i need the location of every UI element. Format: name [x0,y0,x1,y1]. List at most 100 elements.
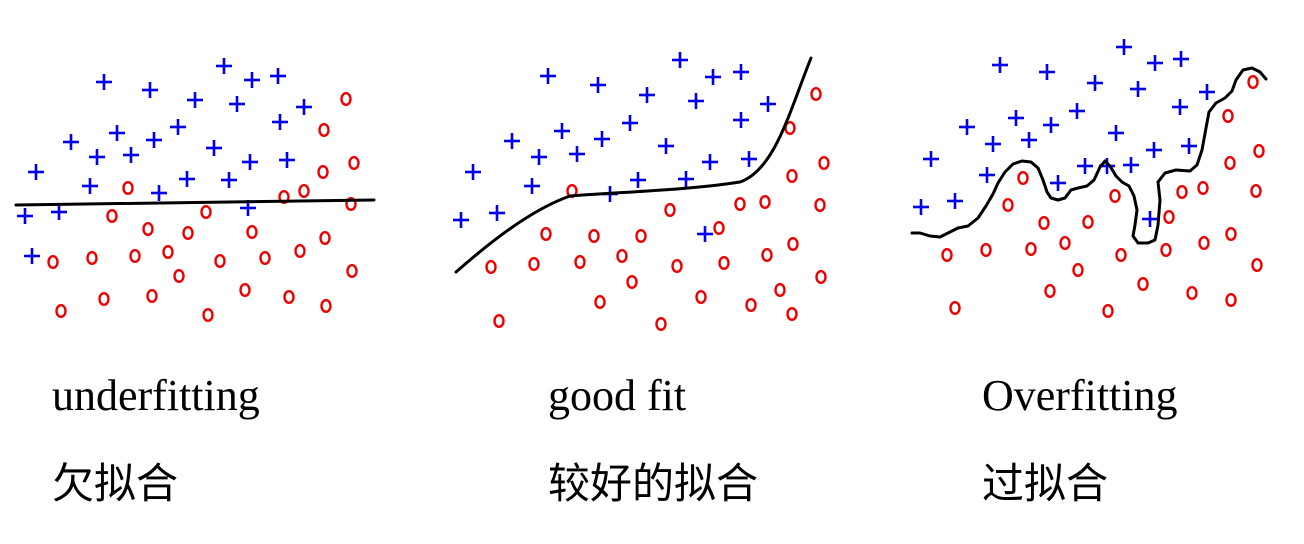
plus-marker [1077,158,1093,174]
circle-marker [1059,235,1071,250]
plus-marker [1172,99,1188,115]
circle-marker [320,299,332,314]
circle-marker [1163,209,1175,224]
plus-markers [17,58,312,264]
circle-marker [1225,226,1237,241]
plus-marker [229,96,245,112]
circle-marker [146,289,158,304]
circle-marker [106,208,118,223]
plus-marker [270,68,286,84]
circle-marker [182,225,194,240]
circle-marker [1222,108,1234,123]
plus-marker [1181,138,1197,154]
plus-marker [1142,211,1158,227]
circle-marker [348,155,360,170]
circle-marker [86,250,98,265]
plus-marker [959,119,975,135]
plus-marker [733,112,749,128]
circle-marker [734,196,746,211]
plus-marker [702,154,718,170]
panel-good-fit: good fit 较好的拟合 [453,52,830,508]
circle-marker [1102,304,1114,319]
circle-marker [259,250,271,265]
circle-marker [162,244,174,259]
plus-marker [1008,110,1024,126]
plus-marker [1069,103,1085,119]
circle-marker [317,164,329,179]
circle-marker [761,247,773,262]
circle-marker [588,228,600,243]
plus-marker [705,69,721,85]
decision-boundary-curve [454,56,813,274]
circle-marker [810,86,822,101]
plus-marker [741,151,757,167]
plus-marker [28,164,44,180]
plus-marker [1147,55,1163,71]
plus-marker [272,114,288,130]
circle-markers [47,91,360,323]
plus-marker [244,72,260,88]
plus-marker [170,119,186,135]
circle-marker [1017,170,1029,185]
circle-marker [1137,277,1149,292]
plus-marker [554,123,570,139]
plus-marker [453,212,469,228]
plus-marker [1039,64,1055,80]
plus-marker [658,138,674,154]
circle-marker [713,220,725,235]
circle-marker [774,283,786,298]
circle-marker [239,283,251,298]
plus-marker [540,68,556,84]
circle-marker [671,259,683,274]
circle-marker [493,314,505,329]
circle-marker [294,243,306,258]
circle-marker [55,304,67,319]
plus-marker [296,99,312,115]
circle-marker [786,168,798,183]
circle-marker [122,180,134,195]
circle-marker [283,290,295,305]
circle-marker [1186,286,1198,301]
circle-marker [1044,284,1056,299]
circle-marker [346,264,358,279]
caption-english: good fit [548,371,686,420]
panel-underfitting: underfitting 欠拟合 [14,58,376,508]
plus-marker [992,57,1008,73]
plus-marker [24,248,40,264]
circle-marker [626,275,638,290]
plus-marker [688,93,704,109]
circle-marker [1225,293,1237,308]
circle-marker [142,221,154,236]
circle-marker [784,120,796,135]
circle-marker [345,196,357,211]
circle-marker [664,202,676,217]
circle-marker [528,257,540,272]
caption-english: underfitting [52,371,260,420]
circle-marker [1176,184,1188,199]
plus-marker [1043,117,1059,133]
circle-markers [485,86,830,332]
plus-marker [678,171,694,187]
plus-marker [465,164,481,180]
plus-marker [89,149,105,165]
caption-chinese: 较好的拟合 [548,459,758,508]
circle-marker [340,91,352,106]
plus-marker [187,92,203,108]
caption-chinese: 欠拟合 [52,459,178,508]
plus-marker [1087,75,1103,91]
plus-marker [504,133,520,149]
plus-marker [594,131,610,147]
plus-marker [51,204,67,220]
circle-marker [1038,215,1050,230]
plus-marker [590,77,606,93]
circle-marker [1197,180,1209,195]
circle-marker [786,307,798,322]
circle-marker [485,260,497,275]
plus-marker [1146,142,1162,158]
plus-marker [279,152,295,168]
plus-marker [63,134,79,150]
circle-marker [949,301,961,316]
plus-marker [913,199,929,215]
circle-marker [759,194,771,209]
plus-marker [531,149,547,165]
